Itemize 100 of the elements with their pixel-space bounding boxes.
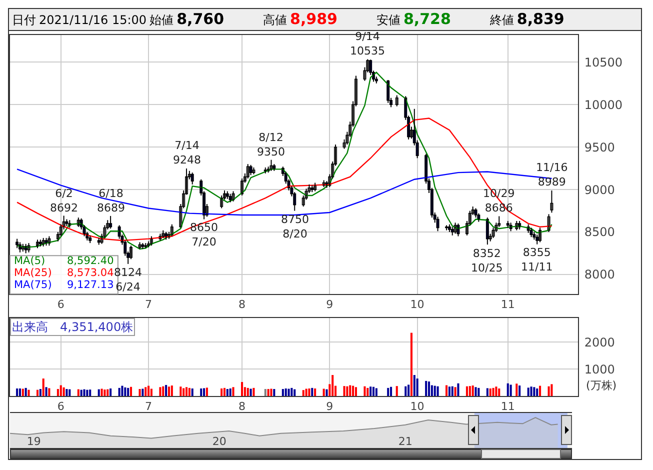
bar [352,386,354,396]
bar [124,387,126,396]
bar [375,388,378,396]
bar [454,387,456,396]
x-tick-label: 11 [500,400,515,414]
y-tick-label: 10500 [584,55,623,70]
y-tick-label: 9000 [584,182,615,197]
bar [62,387,65,396]
bar [495,386,498,396]
bar [223,388,226,396]
text: MA(75) [14,279,52,291]
bar [98,389,100,396]
bar [413,375,416,396]
bar [66,389,68,396]
bar [322,388,325,396]
text: 高値 [263,13,288,27]
bar [518,386,521,396]
bar [489,388,492,396]
bar [468,386,471,396]
bar [48,388,50,396]
annotation: 6/18 8689 [97,187,125,214]
bar [36,390,39,396]
bar [364,386,366,396]
bar [550,384,553,396]
bar [56,389,59,396]
y-tick-label: 2000 [584,335,615,350]
bar [366,388,369,396]
annotation: 8352 10/25 [471,247,503,274]
bar [506,383,509,396]
bar [270,388,272,396]
bar [430,385,433,396]
x-tick-label: 9 [326,298,334,312]
y-tick-label: 1000 [584,362,615,376]
bar [144,387,147,396]
bar [539,386,542,396]
x-tick-label: 6 [57,400,64,414]
bar [416,378,418,396]
annotation: 8/12 9350 [257,131,285,158]
bar [425,380,428,396]
bar [343,386,346,396]
bar [68,389,71,396]
bar [188,388,190,396]
bar [492,388,494,396]
annotation: 8,592.40 [67,255,114,267]
bar [106,389,109,396]
bar [127,388,130,396]
bar [77,389,80,396]
bar [130,386,132,396]
bar [180,386,182,396]
bar [200,388,202,396]
bar [290,388,293,396]
annotation: 8355 11/11 [521,246,553,274]
bar [264,389,266,396]
bar [434,386,436,396]
bar [314,388,316,396]
bar [436,386,439,396]
x-tick-label: 20 [212,435,226,448]
bar [22,388,24,396]
annotation: 9,127.13 [67,279,114,291]
bar [332,375,334,396]
bar [457,383,460,396]
y-axis-title: (万株) [586,379,617,392]
x-tick-label: 21 [398,435,412,448]
bar [226,389,228,396]
bar [42,378,44,396]
bar [410,332,412,396]
bar [354,387,357,396]
bar [516,384,518,396]
bar [284,388,287,396]
bar [311,388,314,396]
bar [83,389,86,396]
bar [404,386,407,396]
bar [121,386,124,396]
x-tick-label: 19 [26,435,41,448]
bar [241,382,244,396]
bar [16,388,18,396]
bar [159,387,162,396]
bar [185,387,188,396]
bar [104,390,106,396]
x-tick-label: 9 [326,400,334,414]
bar [302,390,304,396]
bar [472,386,474,396]
bar [232,387,234,396]
bar [390,386,392,396]
bar [100,388,103,396]
bar [288,388,290,396]
bar [548,386,550,396]
text: 終値 [490,13,514,27]
bar [510,384,512,396]
annotation: 8,573.04 [67,267,114,279]
bar [165,384,168,396]
bar [86,390,88,396]
annotation: 8650 7/20 [190,221,218,248]
x-tick-label: 6 [57,298,64,312]
bar [536,388,538,396]
bar [326,389,328,396]
text: 日付 [12,13,36,27]
text: 2021/11/16 15:00 [39,13,147,27]
bar [273,389,276,396]
annotation: 6/2 8692 [50,187,78,214]
